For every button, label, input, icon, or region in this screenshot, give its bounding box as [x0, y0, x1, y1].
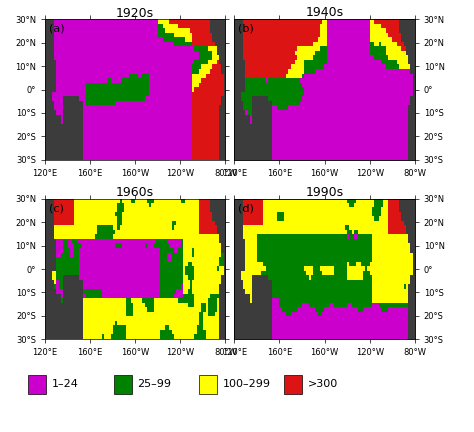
- Title: 1990s: 1990s: [306, 186, 344, 199]
- Title: 1940s: 1940s: [306, 6, 344, 19]
- Text: (c): (c): [49, 203, 64, 213]
- Text: (a): (a): [49, 24, 64, 34]
- Text: 25–99: 25–99: [137, 379, 172, 390]
- Text: (b): (b): [238, 24, 254, 34]
- Text: 1–24: 1–24: [52, 379, 79, 390]
- Text: 100–299: 100–299: [223, 379, 271, 390]
- Text: >300: >300: [308, 379, 338, 390]
- Title: 1960s: 1960s: [116, 186, 154, 199]
- Text: (d): (d): [238, 203, 254, 213]
- Title: 1920s: 1920s: [116, 6, 154, 20]
